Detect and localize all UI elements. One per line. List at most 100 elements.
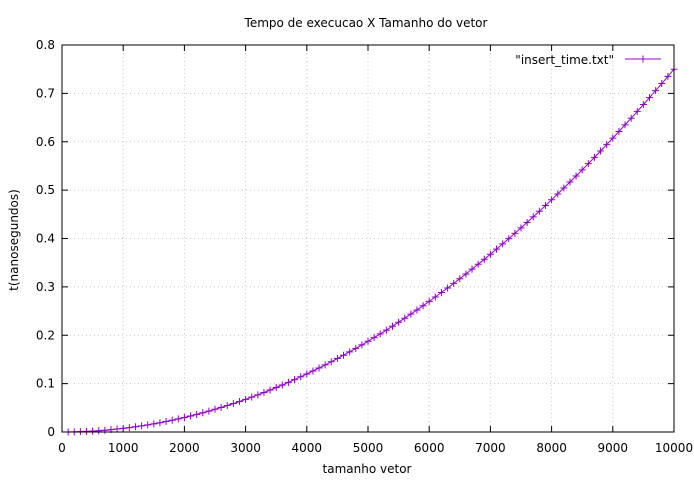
data-point: [486, 250, 494, 258]
data-point: [493, 245, 501, 253]
data-point: [382, 326, 390, 334]
x-tick-label: 4000: [292, 441, 323, 455]
data-point: [315, 364, 323, 372]
data-point: [572, 172, 580, 180]
data-point: [376, 330, 384, 338]
data-point: [560, 184, 568, 192]
data-point: [193, 410, 201, 418]
y-tick-label: 0: [47, 425, 55, 439]
data-point: [603, 141, 611, 149]
plot-frame: [61, 44, 675, 433]
data-point: [272, 384, 280, 392]
data-point: [217, 403, 225, 411]
grid: [62, 45, 674, 432]
x-tick-label: 7000: [475, 441, 506, 455]
data-point: [413, 306, 421, 314]
chart-title: Tempo de execucao X Tamanho do vetor: [244, 16, 488, 30]
data-point: [480, 255, 488, 263]
data-point: [309, 367, 317, 375]
data-point: [248, 393, 256, 401]
data-point: [584, 160, 592, 168]
x-tick-label: 2000: [169, 441, 200, 455]
data-point: [621, 121, 629, 129]
data-point: [535, 207, 543, 215]
data-point: [266, 386, 274, 394]
y-tick-label: 0.7: [36, 86, 55, 100]
data-point: [407, 310, 415, 318]
data-point: [162, 418, 170, 426]
data-point: [639, 101, 647, 109]
data-point: [119, 424, 127, 432]
data-point: [554, 190, 562, 198]
data-point: [664, 72, 672, 80]
data-point: [327, 358, 335, 366]
x-tick-label: 1000: [108, 441, 139, 455]
data-point: [144, 421, 152, 429]
data-point: [370, 334, 378, 342]
data-point: [131, 423, 139, 431]
x-tick-label: 9000: [598, 441, 629, 455]
data-point: [511, 229, 519, 237]
data-point: [180, 413, 188, 421]
data-point: [297, 373, 305, 381]
data-point: [517, 224, 525, 232]
series-line: [68, 68, 675, 433]
data-point: [425, 297, 433, 305]
data-point: [82, 427, 90, 435]
data-point: [278, 381, 286, 389]
data-point: [450, 279, 458, 287]
y-tick-label: 0.6: [36, 135, 55, 149]
y-axis-title: t(nanosegundos): [7, 189, 21, 291]
data-point: [474, 260, 482, 268]
data-point: [388, 322, 396, 330]
data-point: [590, 153, 598, 161]
data-point: [578, 166, 586, 174]
data-point: [395, 318, 403, 326]
data-point: [113, 425, 121, 433]
legend-marker-sample: [639, 55, 647, 63]
data-point: [321, 361, 329, 369]
axes: 0 1000 2000 3000 4000 5000 6000 7000 8000 9000 100…: [36, 38, 693, 455]
x-tick-label: 6000: [414, 441, 445, 455]
data-point: [150, 420, 158, 428]
x-tick-label: 5000: [353, 441, 384, 455]
data-point: [168, 416, 176, 424]
y-tick-label: 0.3: [36, 280, 55, 294]
data-point: [646, 94, 654, 102]
data-point: [101, 426, 109, 434]
data-point: [156, 419, 164, 427]
data-point: [499, 240, 507, 248]
data-point: [597, 147, 605, 155]
data-point: [633, 107, 641, 115]
y-tick-label: 0.5: [36, 183, 55, 197]
data-point: [187, 412, 195, 420]
data-point: [89, 427, 97, 435]
data-point: [419, 302, 427, 310]
data-point: [205, 407, 213, 415]
data-point: [658, 80, 666, 88]
data-point: [505, 235, 513, 243]
data-point: [333, 355, 341, 363]
data-point: [437, 289, 445, 297]
y-tick-label: 0.4: [36, 232, 55, 246]
data-point: [340, 351, 348, 359]
data-point: [284, 378, 292, 386]
data-point: [352, 344, 360, 352]
data-point: [627, 114, 635, 122]
data-point: [125, 424, 133, 432]
data-point: [566, 178, 574, 186]
x-tick-label: 3000: [230, 441, 261, 455]
series-layer: [64, 65, 678, 436]
data-point: [462, 270, 470, 278]
data-point: [303, 370, 311, 378]
legend: "insert_time.txt": [515, 53, 661, 67]
data-point: [229, 400, 237, 408]
x-tick-label: 10000: [655, 441, 693, 455]
data-point: [199, 409, 207, 417]
data-point: [652, 87, 660, 95]
x-axis-title: tamanho vetor: [323, 462, 412, 476]
data-point: [174, 415, 182, 423]
data-point: [242, 395, 250, 403]
data-point: [523, 218, 531, 226]
